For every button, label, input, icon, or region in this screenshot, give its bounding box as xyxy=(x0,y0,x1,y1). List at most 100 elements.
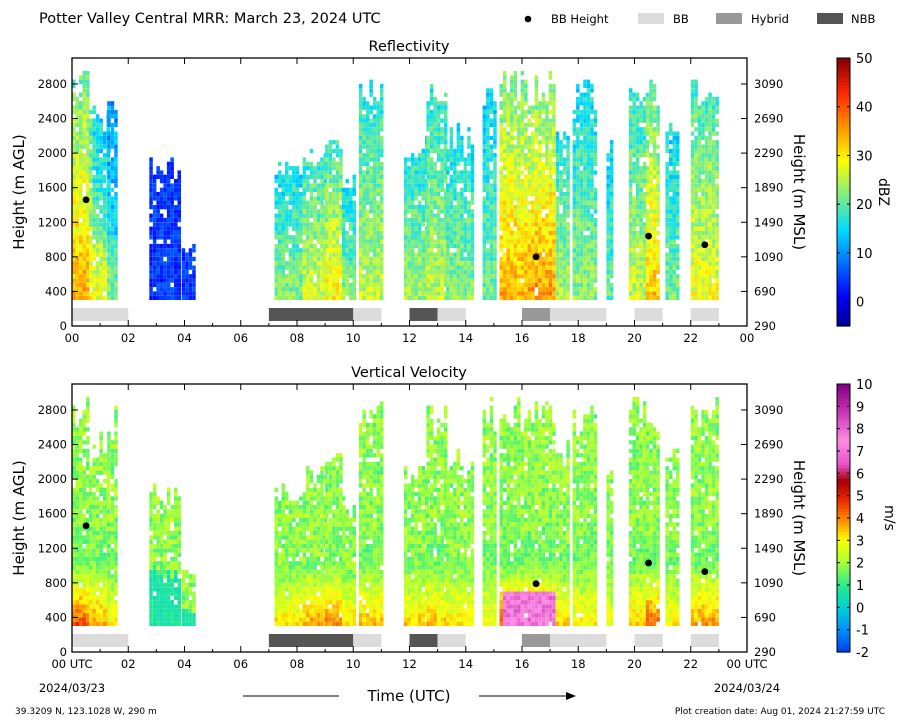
data-cell xyxy=(524,101,528,105)
data-cell xyxy=(342,209,346,213)
data-cell xyxy=(535,266,539,270)
data-cell xyxy=(380,101,384,105)
data-cell xyxy=(665,296,669,300)
data-cell xyxy=(538,179,542,183)
data-cell xyxy=(430,97,434,101)
data-cell xyxy=(160,283,164,287)
data-cell xyxy=(590,179,594,183)
data-cell xyxy=(457,214,461,218)
data-cell xyxy=(89,188,93,192)
data-cell xyxy=(500,119,504,123)
data-cell xyxy=(92,153,96,157)
data-cell xyxy=(649,123,653,127)
data-cell xyxy=(649,244,653,248)
data-cell xyxy=(426,119,430,123)
data-cell xyxy=(149,183,153,187)
data-cell xyxy=(653,205,657,209)
data-cell xyxy=(514,153,518,157)
data-cell xyxy=(490,253,494,257)
data-cell xyxy=(433,227,437,231)
data-cell xyxy=(450,270,454,274)
data-cell xyxy=(542,170,546,174)
data-cell xyxy=(471,240,475,244)
data-cell xyxy=(552,222,556,226)
data-cell xyxy=(89,222,93,226)
data-cell xyxy=(303,205,307,209)
data-cell xyxy=(366,218,370,222)
data-cell xyxy=(107,196,111,200)
data-cell xyxy=(114,179,118,183)
data-cell xyxy=(464,291,468,295)
data-cell xyxy=(639,119,643,123)
data-cell xyxy=(510,270,514,274)
data-cell xyxy=(460,248,464,252)
data-cell xyxy=(556,205,560,209)
data-cell xyxy=(507,240,511,244)
data-cell xyxy=(440,136,444,140)
data-cell xyxy=(163,179,167,183)
data-cell xyxy=(594,261,598,265)
data-cell xyxy=(521,136,525,140)
data-cell xyxy=(524,270,528,274)
data-cell xyxy=(464,222,468,226)
data-cell xyxy=(552,114,556,118)
data-cell xyxy=(545,231,549,235)
data-cell xyxy=(636,196,640,200)
data-cell xyxy=(576,136,580,140)
data-cell xyxy=(107,296,111,300)
data-cell xyxy=(189,257,193,261)
data-cell xyxy=(503,227,507,231)
data-cell xyxy=(149,261,153,265)
data-cell xyxy=(336,140,340,144)
data-cell xyxy=(111,283,115,287)
data-cell xyxy=(535,101,539,105)
data-cell xyxy=(92,110,96,114)
data-cell xyxy=(192,274,196,278)
data-cell xyxy=(514,157,518,161)
data-cell xyxy=(503,119,507,123)
data-cell xyxy=(691,114,695,118)
data-cell xyxy=(500,283,504,287)
data-cell xyxy=(471,196,475,200)
data-cell xyxy=(708,127,712,131)
data-cell xyxy=(437,110,441,114)
data-cell xyxy=(329,170,333,174)
data-cell xyxy=(490,188,494,192)
data-cell xyxy=(111,127,115,131)
data-cell xyxy=(453,222,457,226)
data-cell xyxy=(76,222,80,226)
data-cell xyxy=(691,201,695,205)
data-cell xyxy=(86,114,90,118)
data-cell xyxy=(289,218,293,222)
data-cell xyxy=(510,201,514,205)
data-cell xyxy=(86,183,90,187)
data-cell xyxy=(404,253,408,257)
data-cell xyxy=(556,214,560,218)
data-cell xyxy=(556,257,560,261)
data-cell xyxy=(346,188,350,192)
data-cell xyxy=(528,149,532,153)
data-cell xyxy=(524,179,528,183)
data-cell xyxy=(583,157,587,161)
data-cell xyxy=(329,253,333,257)
data-cell xyxy=(178,231,182,235)
data-cell xyxy=(563,240,567,244)
data-cell xyxy=(107,140,111,144)
data-cell xyxy=(549,188,553,192)
data-cell xyxy=(296,183,300,187)
data-cell xyxy=(96,244,100,248)
data-cell xyxy=(369,240,373,244)
data-cell xyxy=(694,244,698,248)
data-cell xyxy=(359,261,363,265)
data-cell xyxy=(96,162,100,166)
data-cell xyxy=(299,192,303,196)
data-cell xyxy=(380,274,384,278)
data-cell xyxy=(542,166,546,170)
data-cell xyxy=(89,235,93,239)
data-cell xyxy=(163,253,167,257)
data-cell xyxy=(317,296,321,300)
data-cell xyxy=(580,240,584,244)
data-cell xyxy=(182,283,186,287)
data-cell xyxy=(653,93,657,97)
data-cell xyxy=(653,283,657,287)
